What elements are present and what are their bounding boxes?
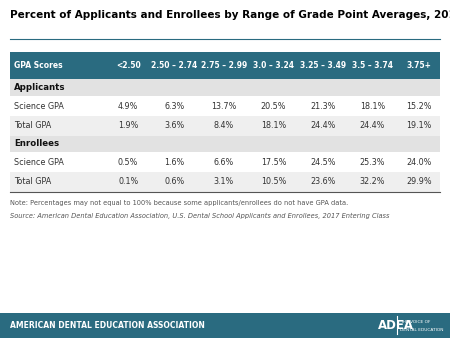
Bar bbox=[149, 52, 199, 79]
Bar bbox=[0, 313, 450, 338]
Bar bbox=[298, 52, 348, 79]
Text: 18.1%: 18.1% bbox=[360, 102, 385, 111]
Text: 0.5%: 0.5% bbox=[118, 158, 138, 167]
Bar bbox=[397, 52, 440, 79]
Text: 3.0 – 3.24: 3.0 – 3.24 bbox=[253, 62, 294, 70]
Text: Note: Percentages may not equal to 100% because some applicants/enrollees do not: Note: Percentages may not equal to 100% … bbox=[10, 200, 348, 206]
Bar bbox=[10, 52, 107, 79]
Text: 3.1%: 3.1% bbox=[214, 177, 234, 186]
Text: Total GPA: Total GPA bbox=[14, 121, 52, 130]
Bar bbox=[397, 152, 440, 172]
Bar bbox=[199, 116, 249, 136]
Text: 13.7%: 13.7% bbox=[211, 102, 237, 111]
Bar bbox=[348, 172, 397, 192]
Bar bbox=[348, 116, 397, 136]
Text: ADEA: ADEA bbox=[378, 319, 414, 332]
Text: 24.4%: 24.4% bbox=[360, 121, 385, 130]
Bar bbox=[107, 152, 149, 172]
Bar bbox=[149, 152, 199, 172]
Bar bbox=[298, 96, 348, 116]
Bar bbox=[107, 52, 149, 79]
Text: 0.6%: 0.6% bbox=[164, 177, 184, 186]
Bar bbox=[298, 152, 348, 172]
Bar bbox=[348, 52, 397, 79]
Text: 6.3%: 6.3% bbox=[164, 102, 184, 111]
Text: 8.4%: 8.4% bbox=[214, 121, 234, 130]
Text: 1.6%: 1.6% bbox=[164, 158, 184, 167]
Text: 32.2%: 32.2% bbox=[360, 177, 385, 186]
Bar bbox=[249, 96, 298, 116]
Bar bbox=[249, 52, 298, 79]
Text: 2.75 – 2.99: 2.75 – 2.99 bbox=[201, 62, 247, 70]
Bar bbox=[149, 96, 199, 116]
Text: 3.6%: 3.6% bbox=[164, 121, 184, 130]
Bar bbox=[199, 96, 249, 116]
Text: 4.9%: 4.9% bbox=[118, 102, 138, 111]
Bar bbox=[10, 152, 107, 172]
Text: Percent of Applicants and Enrollees by Range of Grade Point Averages, 2017: Percent of Applicants and Enrollees by R… bbox=[10, 10, 450, 20]
Bar bbox=[149, 116, 199, 136]
Bar bbox=[10, 172, 107, 192]
Text: 19.1%: 19.1% bbox=[406, 121, 432, 130]
Text: Enrollees: Enrollees bbox=[14, 140, 59, 148]
Text: 18.1%: 18.1% bbox=[261, 121, 286, 130]
Text: THE VOICE OF: THE VOICE OF bbox=[400, 319, 430, 323]
Bar bbox=[298, 116, 348, 136]
Text: 0.1%: 0.1% bbox=[118, 177, 138, 186]
Text: 1.9%: 1.9% bbox=[118, 121, 138, 130]
Text: 23.6%: 23.6% bbox=[310, 177, 336, 186]
Text: 24.4%: 24.4% bbox=[310, 121, 336, 130]
Bar bbox=[397, 116, 440, 136]
Text: 15.2%: 15.2% bbox=[406, 102, 432, 111]
Text: Science GPA: Science GPA bbox=[14, 102, 64, 111]
Text: 29.9%: 29.9% bbox=[406, 177, 432, 186]
Bar bbox=[149, 172, 199, 192]
Text: GPA Scores: GPA Scores bbox=[14, 62, 63, 70]
Bar bbox=[107, 116, 149, 136]
Bar bbox=[397, 172, 440, 192]
Bar bbox=[298, 172, 348, 192]
Bar bbox=[10, 136, 440, 152]
Text: 20.5%: 20.5% bbox=[261, 102, 286, 111]
Bar bbox=[10, 116, 107, 136]
Text: 17.5%: 17.5% bbox=[261, 158, 286, 167]
Bar bbox=[348, 96, 397, 116]
Text: <2.50: <2.50 bbox=[116, 62, 140, 70]
Text: 3.75+: 3.75+ bbox=[406, 62, 431, 70]
Bar bbox=[249, 116, 298, 136]
Bar bbox=[397, 96, 440, 116]
Text: 21.3%: 21.3% bbox=[310, 102, 336, 111]
Text: 2.50 – 2.74: 2.50 – 2.74 bbox=[151, 62, 198, 70]
Text: 24.5%: 24.5% bbox=[310, 158, 336, 167]
Bar bbox=[107, 96, 149, 116]
Bar bbox=[199, 172, 249, 192]
Text: Source: American Dental Education Association, U.S. Dental School Applicants and: Source: American Dental Education Associ… bbox=[10, 213, 389, 219]
Bar bbox=[348, 152, 397, 172]
Bar bbox=[199, 52, 249, 79]
Text: DENTAL EDUCATION: DENTAL EDUCATION bbox=[400, 328, 443, 332]
Text: 10.5%: 10.5% bbox=[261, 177, 286, 186]
Text: AMERICAN DENTAL EDUCATION ASSOCIATION: AMERICAN DENTAL EDUCATION ASSOCIATION bbox=[10, 321, 205, 330]
Bar bbox=[10, 96, 107, 116]
Text: Total GPA: Total GPA bbox=[14, 177, 52, 186]
Bar bbox=[10, 79, 440, 96]
Bar bbox=[249, 152, 298, 172]
Text: 25.3%: 25.3% bbox=[360, 158, 385, 167]
Text: Science GPA: Science GPA bbox=[14, 158, 64, 167]
Text: Applicants: Applicants bbox=[14, 83, 66, 92]
Bar bbox=[199, 152, 249, 172]
Text: 3.25 – 3.49: 3.25 – 3.49 bbox=[300, 62, 346, 70]
Bar bbox=[249, 172, 298, 192]
Text: 24.0%: 24.0% bbox=[406, 158, 432, 167]
Bar bbox=[107, 172, 149, 192]
Text: 6.6%: 6.6% bbox=[214, 158, 234, 167]
Text: 3.5 – 3.74: 3.5 – 3.74 bbox=[352, 62, 393, 70]
